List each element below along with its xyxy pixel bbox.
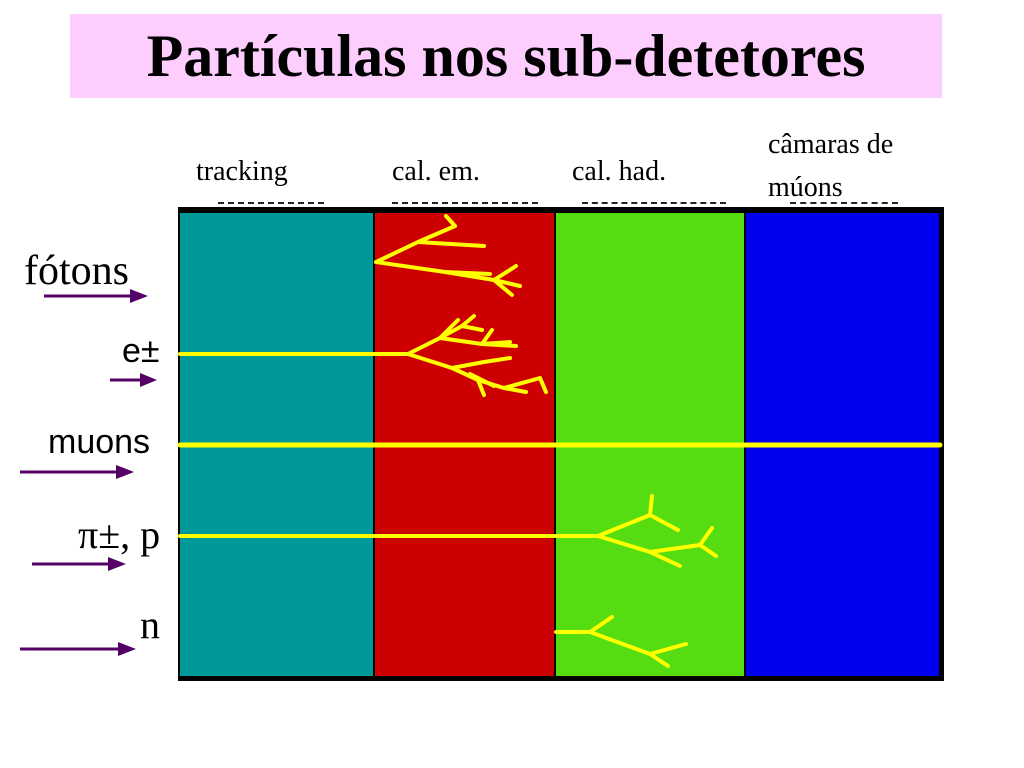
- page-title: Partículas nos sub-detetores: [146, 22, 866, 89]
- label-had-calorimeter: cal. had.: [572, 156, 667, 187]
- photon-shower: [374, 214, 522, 297]
- label-muon-chambers-line2: múons: [768, 172, 843, 203]
- electron-track: [178, 314, 548, 397]
- incoming-arrows: [20, 289, 157, 656]
- particle-label-electrons: e±: [122, 332, 160, 370]
- particle-label-pions-protons: π±, p: [78, 512, 161, 557]
- arrow-neutrons: [20, 642, 136, 656]
- arrow-muons: [20, 465, 134, 479]
- hadron-track: [178, 494, 718, 568]
- title-background: [70, 14, 942, 98]
- label-muon-chambers-line1: câmaras de: [768, 129, 894, 160]
- label-em-calorimeter: cal. em.: [392, 156, 480, 187]
- arrow-pions-protons: [32, 557, 126, 571]
- title-banner: Partículas nos sub-detetores: [70, 14, 942, 98]
- particle-label-muons: muons: [48, 423, 151, 461]
- arrow-photons: [44, 289, 148, 303]
- label-underline: [790, 202, 898, 204]
- label-underline: [582, 202, 726, 204]
- arrow-electrons: [110, 373, 157, 387]
- neutron-shower: [554, 615, 688, 668]
- label-underline: [218, 202, 324, 204]
- label-tracking: tracking: [196, 156, 288, 187]
- particle-label-photons: fótons: [24, 248, 129, 294]
- label-underline: [392, 202, 538, 204]
- particle-label-neutrons: n: [140, 602, 160, 647]
